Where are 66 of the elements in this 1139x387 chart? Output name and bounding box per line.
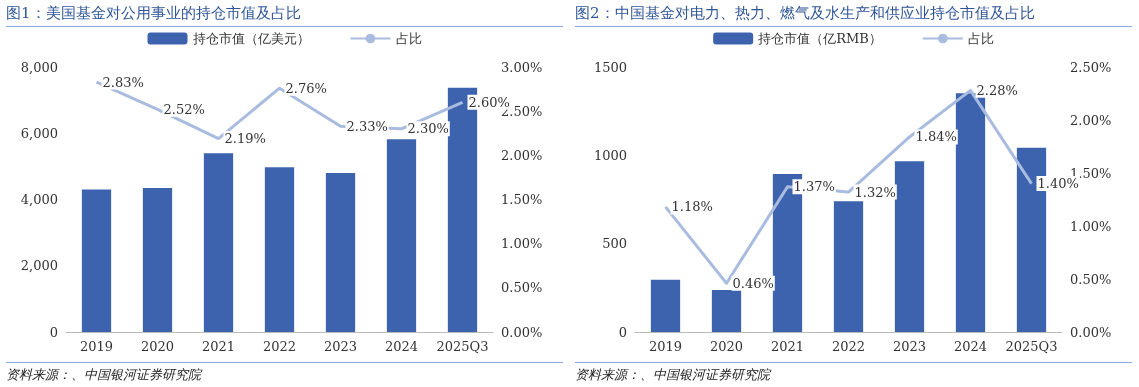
x-tick-label: 2021 bbox=[770, 339, 805, 354]
y-tick-label: 1000 bbox=[593, 147, 627, 163]
x-tick-label: 2024 bbox=[384, 339, 419, 354]
data-label: 2.19% bbox=[224, 131, 266, 147]
text: 资料来源：、中国银河证券研究院 bbox=[6, 362, 563, 387]
legend-label: 持仓市值（亿RMB） bbox=[758, 31, 882, 46]
y-tick-label: 4,000 bbox=[20, 192, 58, 207]
y-tick-label: 8,000 bbox=[20, 59, 58, 75]
chart-title: 图1：美国基金对公用事业的持仓市值及占比 bbox=[6, 0, 563, 27]
data-label: 1.18% bbox=[671, 199, 713, 215]
bar bbox=[325, 173, 356, 332]
y-tick-label: 2,000 bbox=[20, 258, 58, 274]
y2-tick-label: 1.00% bbox=[1070, 218, 1112, 234]
x-tick-label: 2019 bbox=[79, 339, 114, 354]
y-tick-label: 6,000 bbox=[20, 125, 58, 141]
y-tick-label: 1500 bbox=[593, 59, 627, 75]
data-label: 1.32% bbox=[854, 184, 896, 200]
data-label: 2.33% bbox=[346, 118, 388, 134]
bar bbox=[386, 139, 417, 332]
y2-tick-label: 2.50% bbox=[1070, 59, 1112, 75]
data-label: 1.40% bbox=[1037, 176, 1079, 192]
bar bbox=[833, 201, 864, 332]
data-label: 2.52% bbox=[163, 101, 205, 117]
x-tick-label: 2023 bbox=[892, 339, 927, 354]
y2-tick-label: 0.50% bbox=[1070, 271, 1112, 287]
data-label: 2.76% bbox=[285, 80, 327, 96]
bar bbox=[142, 187, 173, 332]
y-tick-label: 0 bbox=[618, 324, 627, 340]
text: 资料来源：、中国银河证券研究院 bbox=[575, 362, 1132, 387]
bar bbox=[894, 161, 925, 332]
y2-tick-label: 2.00% bbox=[501, 147, 543, 163]
x-tick-label: 2019 bbox=[648, 339, 683, 354]
legend-label: 占比 bbox=[967, 31, 994, 46]
x-tick-label: 2024 bbox=[953, 339, 988, 354]
y2-tick-label: 0.00% bbox=[501, 324, 543, 340]
y2-tick-label: 1.00% bbox=[501, 236, 543, 252]
y2-tick-label: 0.00% bbox=[1070, 324, 1112, 340]
y2-tick-label: 2.00% bbox=[1070, 112, 1112, 128]
chart-title: 图2：中国基金对电力、热力、燃气及水生产和供应业持仓市值及占比 bbox=[575, 0, 1132, 27]
bar bbox=[650, 279, 681, 332]
bar bbox=[711, 289, 742, 332]
x-tick-label: 2020 bbox=[140, 339, 175, 354]
x-tick-label: 2023 bbox=[323, 339, 358, 354]
data-label: 2.28% bbox=[976, 82, 1018, 98]
data-label: 2.30% bbox=[407, 121, 449, 137]
y2-tick-label: 1.50% bbox=[501, 192, 543, 207]
y2-tick-label: 0.50% bbox=[501, 280, 543, 296]
bar bbox=[81, 189, 112, 332]
x-tick-label: 2021 bbox=[201, 339, 236, 354]
data-label: 1.37% bbox=[793, 179, 835, 195]
x-tick-label: 2025Q3 bbox=[436, 339, 489, 354]
legend-label: 占比 bbox=[395, 31, 422, 46]
bar bbox=[264, 167, 295, 332]
data-label: 2.83% bbox=[102, 74, 144, 90]
bar bbox=[203, 153, 234, 332]
x-tick-label: 2025Q3 bbox=[1005, 339, 1058, 354]
x-tick-label: 2020 bbox=[709, 339, 744, 354]
data-label: 1.84% bbox=[915, 129, 957, 145]
x-tick-label: 2022 bbox=[831, 339, 866, 354]
legend-label: 持仓市值（亿美元） bbox=[192, 31, 310, 46]
x-tick-label: 2022 bbox=[262, 339, 297, 354]
data-label: 0.46% bbox=[732, 275, 774, 291]
y-tick-label: 0 bbox=[49, 324, 58, 340]
bar bbox=[955, 93, 986, 332]
y-tick-label: 500 bbox=[602, 236, 627, 252]
y2-tick-label: 3.00% bbox=[501, 59, 543, 75]
